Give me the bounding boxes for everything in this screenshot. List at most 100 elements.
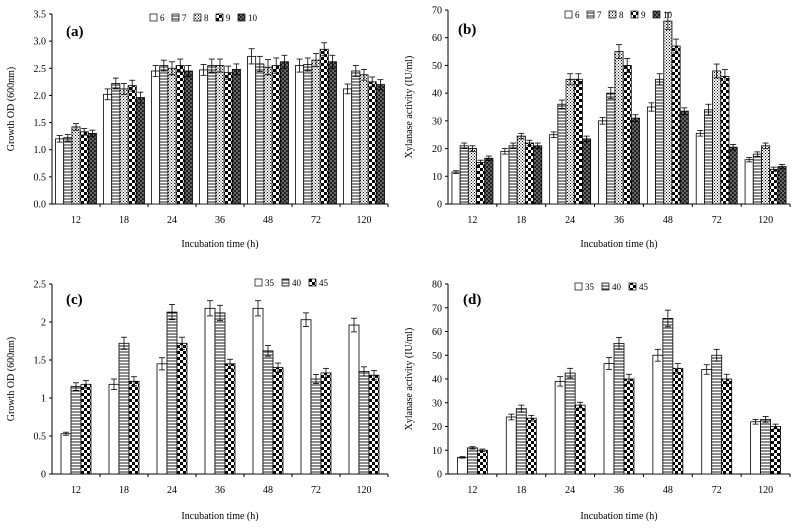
bar [223, 72, 233, 205]
y-tick-label: 60 [432, 327, 442, 338]
legend: 35 40 45 [574, 282, 649, 292]
x-tick-label: 120 [357, 485, 372, 496]
y-tick-label: 1.5 [34, 118, 47, 129]
x-axis-label: Incubation time (h) [580, 511, 657, 522]
panel-3: 0 10 20 30 40 50 60 70 80 12 18 24 36 48 72 120 (d) Xylan… [404, 280, 791, 522]
x-tick-label: 12 [71, 215, 81, 226]
y-tick-label: 50 [432, 61, 442, 72]
x-tick-label: 24 [565, 485, 575, 496]
bar [508, 145, 518, 205]
y-tick-label: 80 [432, 280, 442, 291]
panel-0: 0.0 0.5 1.0 1.5 2.0 2.5 3.0 3.5 12 18 24 36 48 72 120 (… [6, 10, 389, 250]
x-tick-label: 120 [357, 215, 372, 226]
y-tick-label: 20 [432, 422, 442, 433]
legend-label: 10 [248, 13, 258, 23]
y-tick-label: 30 [432, 116, 442, 127]
legend-label: 10 [663, 10, 673, 20]
x-tick-label: 120 [758, 485, 773, 496]
legend: 35 40 45 [254, 278, 329, 288]
legend-label: 45 [639, 282, 649, 292]
bar [327, 61, 337, 205]
x-tick-label: 18 [119, 485, 129, 496]
panel-label: (c) [66, 292, 83, 308]
bar [695, 132, 705, 205]
bar [60, 433, 72, 475]
bar [652, 354, 664, 475]
bar [515, 408, 527, 475]
y-tick-label: 1.0 [34, 145, 47, 156]
legend-label: 6 [160, 13, 165, 23]
legend-swatch [628, 282, 637, 291]
bar [156, 363, 168, 475]
bar [711, 354, 723, 475]
legend-label: 9 [641, 10, 646, 20]
y-tick-label: 70 [432, 6, 442, 17]
x-tick-label: 12 [71, 485, 81, 496]
x-tick-label: 72 [712, 485, 722, 496]
bar [207, 65, 217, 205]
bar [564, 372, 576, 475]
bar [728, 146, 738, 205]
bar [262, 350, 274, 475]
x-tick-label: 12 [467, 215, 477, 226]
bar [127, 85, 137, 205]
bar [505, 416, 517, 475]
y-tick-label: 60 [432, 33, 442, 44]
y-tick-label: 2.5 [34, 280, 47, 291]
bar [524, 142, 534, 205]
legend-swatch [574, 282, 583, 291]
bar [128, 380, 140, 475]
bar [79, 131, 89, 205]
x-tick-label: 36 [614, 215, 624, 226]
bar [484, 157, 494, 205]
legend-swatch [193, 13, 202, 22]
bar [646, 106, 656, 205]
bar [598, 120, 608, 205]
bar [358, 370, 370, 475]
y-tick-label: 40 [432, 375, 442, 386]
legend-label: 40 [292, 278, 302, 288]
bar [752, 153, 762, 205]
bar [476, 162, 486, 205]
x-tick-label: 72 [311, 485, 321, 496]
bar [351, 70, 361, 205]
bar [582, 138, 592, 205]
bar [87, 133, 97, 205]
bar [199, 69, 209, 205]
bar [375, 84, 385, 205]
x-axis-label: Incubation time (h) [181, 511, 258, 522]
y-tick-label: 0 [437, 470, 442, 481]
legend-label: 7 [597, 10, 602, 20]
x-axis-label: Incubation time (h) [580, 239, 657, 250]
y-axis-label: Growth OD (600nm) [6, 67, 17, 151]
legend-swatch [281, 278, 290, 287]
bar [343, 88, 353, 205]
bar [359, 74, 369, 205]
bar [108, 383, 120, 475]
bar [630, 117, 640, 205]
bar [744, 159, 754, 205]
legend-swatch [237, 13, 246, 22]
bar [760, 418, 771, 475]
x-tick-label: 36 [614, 485, 624, 496]
legend-swatch [608, 10, 617, 19]
bar [614, 51, 624, 205]
y-tick-label: 30 [432, 398, 442, 409]
legend-label: 6 [575, 10, 580, 20]
bar [303, 64, 313, 205]
bar [662, 318, 674, 475]
y-tick-label: 3.0 [34, 37, 47, 48]
legend-label: 40 [612, 282, 622, 292]
bar [167, 67, 177, 205]
bar [214, 312, 226, 475]
bar [712, 70, 722, 205]
bar [516, 135, 526, 205]
bar [663, 20, 673, 205]
bar [457, 456, 468, 475]
legend-swatch [215, 13, 224, 22]
panel-label: (b) [458, 22, 476, 38]
y-tick-label: 10 [432, 172, 442, 183]
legend-swatch [652, 10, 661, 19]
bar [159, 65, 169, 205]
